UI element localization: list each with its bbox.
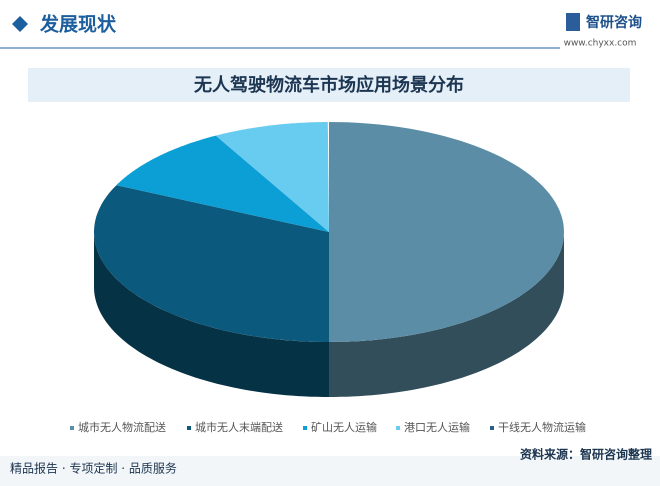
legend-swatch xyxy=(187,426,191,430)
logo-mark xyxy=(566,13,580,31)
pie-slice xyxy=(116,135,330,232)
legend-label: 矿山无人运输 xyxy=(311,420,377,434)
footer-band xyxy=(0,456,660,486)
title-box xyxy=(28,68,630,102)
pie-side xyxy=(94,232,329,397)
legend-label: 城市无人物流配送 xyxy=(78,420,166,434)
section-title: 发展现状 xyxy=(39,13,117,36)
legend: 城市无人物流配送 城市无人末端配送 矿山无人运输 港口无人运输 干线无人物流运输 xyxy=(70,420,586,434)
legend-swatch xyxy=(303,426,307,430)
legend-label: 港口无人运输 xyxy=(404,420,470,434)
header-icon xyxy=(12,16,28,32)
legend-label: 干线无人物流运输 xyxy=(498,420,586,434)
chart-title: 无人驾驶物流车市场应用场景分布 xyxy=(194,74,464,96)
legend-swatch xyxy=(70,426,74,430)
legend-swatch xyxy=(490,426,494,430)
pie-side xyxy=(329,232,564,397)
pie-slice xyxy=(329,122,564,342)
pie-slice xyxy=(94,185,329,342)
brand-url: www.chyxx.com xyxy=(564,39,637,49)
legend-swatch xyxy=(396,426,400,430)
legend-label: 城市无人末端配送 xyxy=(195,420,283,434)
pie-slice xyxy=(215,122,329,232)
brand: 智研咨询 xyxy=(585,14,642,31)
source: 资料来源：智研咨询整理 xyxy=(520,447,652,462)
pie xyxy=(94,122,564,397)
footer-tagline: 精品报告 · 专项定制 · 品质服务 xyxy=(10,461,177,476)
